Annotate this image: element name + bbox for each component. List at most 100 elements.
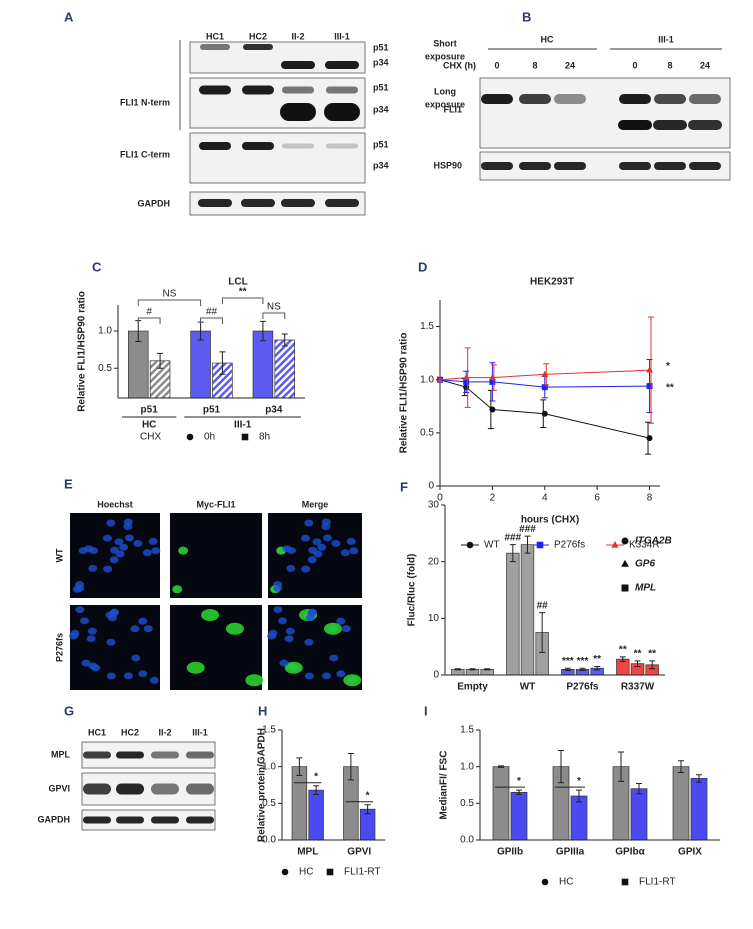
- label: R337W: [621, 682, 655, 693]
- signal: [172, 585, 183, 594]
- signal: [284, 661, 303, 674]
- marker: [436, 376, 444, 383]
- nucleus: [151, 547, 161, 555]
- nucleus: [86, 635, 96, 643]
- nucleus: [142, 549, 152, 557]
- label: **: [619, 645, 627, 656]
- blot-band: [116, 783, 144, 795]
- label: #: [146, 307, 152, 318]
- nucleus: [109, 556, 119, 564]
- bar: [520, 544, 535, 676]
- label: C: [92, 259, 102, 274]
- label: F: [400, 479, 408, 494]
- error-bar: [469, 668, 476, 671]
- blot-band: [243, 44, 273, 50]
- label: 0.0: [262, 835, 276, 846]
- label: II-2: [291, 31, 304, 41]
- label: HC: [559, 877, 573, 888]
- blot-band: [325, 61, 359, 69]
- label: 24: [565, 60, 575, 70]
- nucleus: [286, 564, 296, 572]
- nucleus: [317, 543, 327, 551]
- bracket: [137, 299, 202, 306]
- error-bar: [636, 783, 642, 795]
- blot-band: [186, 783, 214, 795]
- label: WT: [54, 548, 64, 562]
- bracket: [137, 317, 161, 324]
- bracket: [262, 312, 286, 319]
- label: P276fs: [554, 540, 585, 551]
- signal: [201, 608, 220, 621]
- error-bar: [576, 789, 582, 803]
- nucleus: [346, 537, 356, 545]
- label: GAPDH: [37, 814, 70, 824]
- nucleus: [267, 632, 277, 640]
- label: 8: [647, 493, 653, 504]
- blot-band: [519, 162, 551, 170]
- label: 1.5: [262, 725, 276, 736]
- label: hours (CHX): [521, 515, 579, 526]
- error-bar: [347, 752, 354, 781]
- nucleus: [279, 659, 289, 667]
- error-bar: [313, 785, 320, 796]
- blot-band: [619, 162, 651, 170]
- blot-band: [689, 94, 721, 104]
- blot-band: [242, 142, 274, 150]
- nucleus: [87, 627, 97, 635]
- nucleus: [273, 584, 283, 592]
- label: III-1: [334, 31, 350, 41]
- nucleus: [304, 638, 314, 646]
- label: exposure: [425, 51, 465, 61]
- marker: [621, 878, 629, 886]
- bar: [630, 788, 648, 841]
- label: D: [418, 259, 427, 274]
- blot-band: [186, 751, 214, 759]
- error-bar: [524, 535, 531, 554]
- label: ###: [504, 532, 521, 543]
- label: II-2: [158, 727, 171, 737]
- label: ##: [206, 307, 218, 318]
- label: p51: [373, 82, 389, 92]
- label: HC1: [206, 31, 224, 41]
- nucleus: [341, 625, 351, 633]
- label: *: [517, 776, 521, 787]
- nucleus: [277, 617, 287, 625]
- nucleus: [84, 545, 94, 553]
- label: **: [593, 654, 601, 665]
- label: CHX: [140, 432, 161, 443]
- error-bar: [157, 352, 164, 369]
- label: HC: [142, 420, 156, 431]
- label: Fluc/Rluc (fold): [407, 554, 418, 627]
- label: GAPDH: [137, 198, 170, 208]
- label: p34: [265, 405, 283, 416]
- nucleus: [106, 672, 116, 680]
- blot-band: [282, 86, 314, 94]
- marker: [536, 541, 544, 549]
- label: HC2: [249, 31, 267, 41]
- error-bar: [618, 751, 624, 782]
- label: 1.5: [420, 321, 434, 332]
- nucleus: [106, 638, 116, 646]
- label: MPL: [635, 583, 656, 594]
- label: 0: [433, 670, 439, 681]
- label: Relative FLI1/HSP90 ratio: [399, 333, 410, 454]
- error-bar: [509, 544, 516, 563]
- error-bar: [281, 333, 288, 347]
- label: GP6: [635, 559, 655, 570]
- blot-band: [688, 120, 722, 130]
- blot-band: [116, 751, 144, 759]
- bar: [492, 766, 510, 841]
- blot-band: [151, 751, 179, 759]
- label: 0: [632, 60, 637, 70]
- bar: [672, 766, 690, 841]
- label: 0.5: [262, 798, 276, 809]
- error-bar: [516, 789, 522, 796]
- nucleus: [322, 534, 332, 542]
- nucleus: [103, 534, 113, 542]
- blot-band: [282, 143, 314, 149]
- marker: [541, 370, 549, 377]
- error-bar: [678, 760, 684, 774]
- blot-band: [618, 120, 652, 130]
- marker: [646, 366, 653, 373]
